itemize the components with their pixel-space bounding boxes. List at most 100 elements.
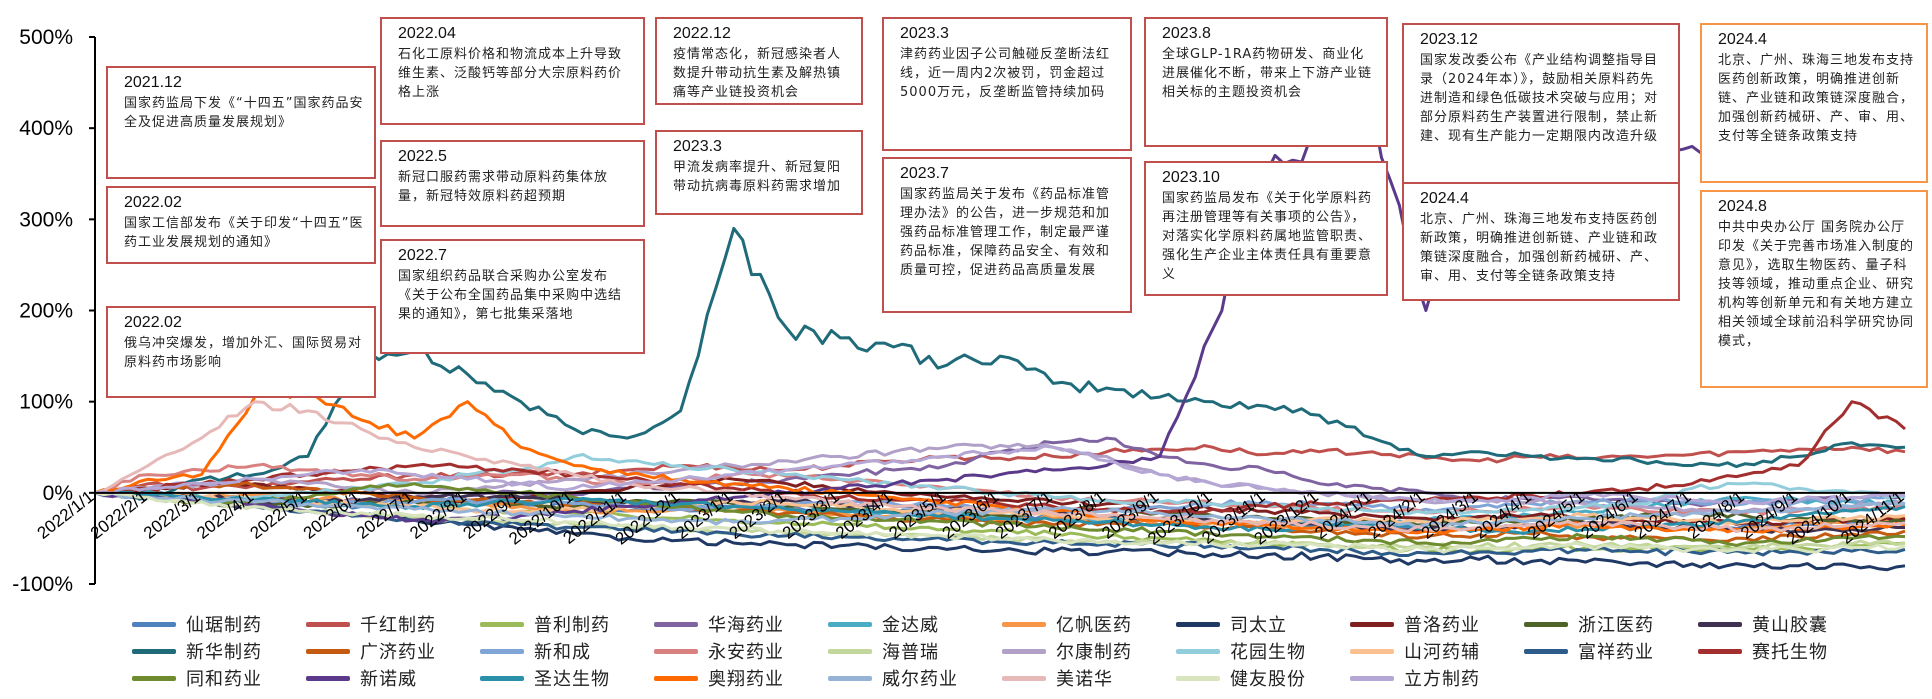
series-line [94, 444, 1906, 506]
legend-swatch [1176, 675, 1220, 681]
annotation-date: 2023.7 [900, 165, 949, 182]
legend-swatch [1350, 648, 1394, 654]
series-line [94, 491, 1906, 515]
legend-item: 海普瑞 [828, 638, 939, 664]
annotation-box: 2022.5 新冠口服药需求带动原料药集体放量，新冠特效原料药超预期 [380, 140, 645, 227]
annotation-box: 2021.12 国家药监局下发《“十四五”国家药品安全及促进高质量发展规划》 [106, 66, 376, 179]
annotation-text: 北京、广州、珠海三地发布支持医药创新政策，明确推进创新链、产业链和政策链深度融合… [1718, 53, 1915, 144]
annotation-text: 新冠口服药需求带动原料药集体放量，新冠特效原料药超预期 [398, 170, 609, 204]
legend-swatch [1002, 648, 1046, 654]
legend-item: 健友股份 [1176, 665, 1306, 691]
annotation-box: 2023.12 国家发改委公布《产业结构调整指导目录（2024年本）》，鼓励相关原… [1402, 23, 1680, 188]
legend-swatch [654, 648, 698, 654]
annotation-box: 2022.7 国家组织药品联合采购办公室发布《关于公布全国药品集中采购中选结果的通… [380, 239, 645, 354]
annotation-text: 俄乌冲突爆发，增加外汇、国际贸易对原料药市场影响 [124, 336, 363, 370]
legend-label: 千红制药 [360, 615, 436, 636]
legend-swatch [132, 675, 176, 681]
legend-label: 尔康制药 [1056, 642, 1132, 663]
legend-item: 山河药辅 [1350, 638, 1480, 664]
series-line [94, 226, 1906, 501]
legend-item: 威尔药业 [828, 665, 958, 691]
legend-label: 金达威 [882, 615, 939, 636]
legend-item: 浙江医药 [1524, 611, 1654, 637]
legend-label: 海普瑞 [882, 642, 939, 663]
annotation-text: 国家药监局下发《“十四五”国家药品安全及促进高质量发展规划》 [124, 96, 364, 130]
annotation-date: 2023.3 [673, 138, 722, 155]
legend-label: 健友股份 [1230, 669, 1306, 690]
legend-label: 广济药业 [360, 642, 436, 663]
annotation-text: 石化工原料价格和物流成本上升导致维生素、泛酸钙等部分大宗原料药价格上涨 [398, 47, 623, 100]
legend-label: 花园生物 [1230, 642, 1306, 663]
annotation-text: 国家药监局关于发布《药品标准管理办法》的公告，进一步规范和加强药品标准管理工作，… [900, 187, 1111, 278]
legend-swatch [132, 648, 176, 654]
annotation-date: 2022.5 [398, 148, 447, 165]
annotation-date: 2024.4 [1718, 31, 1767, 48]
legend-label: 司太立 [1230, 615, 1287, 636]
legend-label: 新诺威 [360, 669, 417, 690]
y-tick-label: 100% [19, 391, 73, 414]
legend-item: 立方制药 [1350, 665, 1480, 691]
legend-label: 奥翔药业 [708, 669, 784, 690]
legend-swatch [306, 648, 350, 654]
legend-swatch [480, 648, 524, 654]
legend-label: 新华制药 [186, 642, 262, 663]
series-line [94, 491, 1906, 557]
legend-swatch [654, 621, 698, 627]
annotation-box: 2024.8 中共中央办公厅 国务院办公厅印发《关于完善市场准入制度的意见》，选取… [1700, 190, 1928, 388]
legend-item: 亿帆医药 [1002, 611, 1132, 637]
legend-item: 同和药业 [132, 665, 262, 691]
annotation-date: 2024.8 [1718, 198, 1767, 215]
legend-swatch [1002, 675, 1046, 681]
legend-swatch [1176, 648, 1220, 654]
annotation-box: 2024.4 北京、广州、珠海三地发布支持医药创新政策，明确推进创新链、产业链和政… [1402, 182, 1680, 301]
annotation-text: 全球GLP-1RA药物研发、商业化进展催化不断，带来上下游产业链相关标的主题投资… [1162, 47, 1373, 100]
legend-swatch [1524, 621, 1568, 627]
legend-item: 普洛药业 [1350, 611, 1480, 637]
annotation-box: 2024.4 北京、广州、珠海三地发布支持医药创新政策，明确推进创新链、产业链和政… [1700, 23, 1928, 183]
annotation-date: 2024.4 [1420, 190, 1469, 207]
legend-swatch [1350, 675, 1394, 681]
legend-item: 司太立 [1176, 611, 1287, 637]
legend-swatch [480, 675, 524, 681]
legend-item: 千红制药 [306, 611, 436, 637]
annotation-box: 2023.3 津药药业因子公司触碰反垄断法红线，近一周内2次被罚，罚金超过5000… [882, 17, 1132, 151]
annotation-box: 2022.04 石化工原料价格和物流成本上升导致维生素、泛酸钙等部分大宗原料药价格… [380, 17, 645, 125]
legend-label: 仙琚制药 [186, 615, 262, 636]
annotation-date: 2023.12 [1420, 31, 1478, 48]
annotation-box: 2023.10 国家药监局发布《关于化学原料药再注册管理等有关事项的公告》，对落实… [1144, 161, 1388, 296]
y-tick-label: -100% [12, 573, 73, 596]
legend-item: 普利制药 [480, 611, 610, 637]
legend-label: 威尔药业 [882, 669, 958, 690]
y-tick-label: 0% [43, 482, 73, 505]
legend-label: 圣达生物 [534, 669, 610, 690]
legend-swatch [654, 675, 698, 681]
legend-swatch [1176, 621, 1220, 627]
legend-item: 黄山胶囊 [1698, 611, 1828, 637]
legend-item: 广济药业 [306, 638, 436, 664]
series-line [94, 400, 1906, 515]
legend-item: 赛托生物 [1698, 638, 1828, 664]
legend-label: 永安药业 [708, 642, 784, 663]
legend-label: 富祥药业 [1578, 642, 1654, 663]
annotation-box: 2023.8 全球GLP-1RA药物研发、商业化进展催化不断，带来上下游产业链相关… [1144, 17, 1388, 147]
legend-item: 金达威 [828, 611, 939, 637]
annotation-text: 国家组织药品联合采购办公室发布《关于公布全国药品集中采购中选结果的通知》，第七批… [398, 269, 623, 322]
legend-label: 普洛药业 [1404, 615, 1480, 636]
legend-label: 山河药辅 [1404, 642, 1480, 663]
series-line [94, 387, 1906, 535]
annotation-box: 2022.12 疫情常态化，新冠感染者人数提升带动抗生素及解热镇痛等产业链投资机会 [655, 17, 863, 105]
legend-item: 永安药业 [654, 638, 784, 664]
legend-swatch [480, 621, 524, 627]
legend-swatch [1698, 621, 1742, 627]
legend-label: 普利制药 [534, 615, 610, 636]
legend-label: 同和药业 [186, 669, 262, 690]
annotation-text: 中共中央办公厅 国务院办公厅印发《关于完善市场准入制度的意见》，选取生物医药、量… [1718, 220, 1915, 349]
legend-item: 花园生物 [1176, 638, 1306, 664]
annotation-box: 2022.02 俄乌冲突爆发，增加外汇、国际贸易对原料药市场影响 [106, 306, 376, 398]
legend-swatch [1350, 621, 1394, 627]
chart-canvas: 500%400%300%200%100%0%-100%2022/1/12022/… [12, 26, 1907, 596]
annotation-text: 国家发改委公布《产业结构调整指导目录（2024年本）》，鼓励相关原料药先进制造和… [1420, 53, 1659, 144]
annotation-date: 2022.02 [124, 314, 182, 331]
annotation-date: 2023.3 [900, 25, 949, 42]
legend-item: 华海药业 [654, 611, 784, 637]
